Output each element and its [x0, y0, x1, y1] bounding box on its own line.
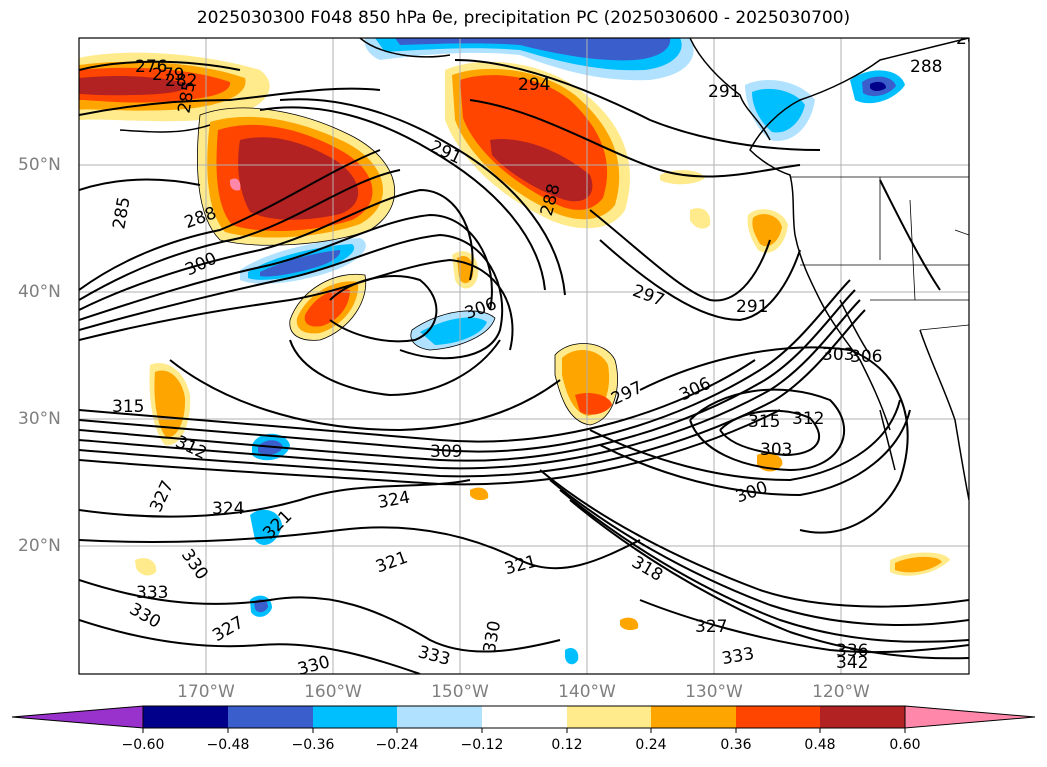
colorbar-tick-label: 0.60 — [889, 737, 921, 753]
theta-e-contours — [79, 59, 969, 674]
colorbar-segment — [228, 706, 313, 728]
lat-label: 30°N — [18, 409, 61, 429]
figure-title: 2025030300 F048 850 hPa θe, precipitatio… — [196, 8, 851, 28]
contour-labels: 276 279 282 285 285 288 288 291 294 288 … — [109, 29, 988, 680]
coastlines — [119, 38, 969, 501]
contour-label: 303 — [822, 345, 854, 365]
contour-label: 315 — [112, 397, 144, 417]
contour-label: 330 — [296, 652, 333, 680]
contour-label: 342 — [836, 653, 868, 673]
contour-label: 336 — [836, 641, 868, 661]
map-frame — [78, 37, 970, 675]
contour-label: 291 — [736, 297, 768, 317]
lat-label: 50°N — [18, 155, 61, 175]
contour-label: 327 — [695, 617, 727, 637]
contour-label: 312 — [792, 409, 824, 429]
lon-label: 160°W — [304, 682, 362, 702]
contour-label: 333 — [136, 583, 168, 603]
colorbar-tick-label: −0.12 — [460, 737, 504, 753]
colorbar-segment — [651, 706, 736, 728]
lon-label: 120°W — [812, 682, 870, 702]
colorbar — [11, 705, 1036, 733]
colorbar-tick-label: 0.12 — [551, 737, 583, 753]
colorbar-segment — [313, 706, 397, 728]
contour-label: 276 — [135, 57, 167, 77]
colorbar-tick-label: 0.24 — [635, 737, 667, 753]
contour-label: 294 — [518, 75, 550, 95]
colorbar-segment — [567, 706, 651, 728]
lon-label: 140°W — [558, 682, 616, 702]
colorbar-tick-label: −0.48 — [206, 737, 250, 753]
contour-label: 324 — [212, 499, 244, 519]
contour-label: 282 — [165, 71, 197, 91]
contour-label: 291 — [708, 82, 740, 102]
borders — [790, 176, 969, 331]
colorbar-tick-label: −0.24 — [375, 737, 419, 753]
colorbar-tick-label: −0.60 — [121, 737, 165, 753]
lat-label: 20°N — [18, 536, 61, 556]
colorbar-tick-label: −0.36 — [291, 737, 335, 753]
contour-label: 288 — [956, 29, 988, 49]
contour-label: 288 — [910, 57, 942, 77]
lat-label: 40°N — [18, 282, 61, 302]
anomaly-outlines — [197, 107, 618, 426]
colorbar-arrow-right — [904, 705, 1036, 729]
contour-label: 309 — [430, 442, 462, 462]
precip-shading — [79, 38, 950, 665]
colorbar-tick-label: 0.36 — [720, 737, 752, 753]
colorbar-segment — [482, 706, 567, 728]
colorbar-segment — [397, 706, 482, 728]
colorbar-tick-label: 0.48 — [804, 737, 836, 753]
contour-label: 303 — [760, 440, 792, 460]
contour-label: 315 — [748, 412, 780, 432]
contour-label: 279 — [152, 65, 184, 85]
lon-label: 150°W — [431, 682, 489, 702]
colorbar-segment — [736, 706, 820, 728]
contour-label: 306 — [850, 347, 882, 367]
lon-label: 130°W — [685, 682, 743, 702]
colorbar-segment — [143, 706, 228, 728]
colorbar-arrow-left — [11, 705, 144, 729]
colorbar-segment — [820, 706, 905, 728]
lon-label: 170°W — [177, 682, 235, 702]
